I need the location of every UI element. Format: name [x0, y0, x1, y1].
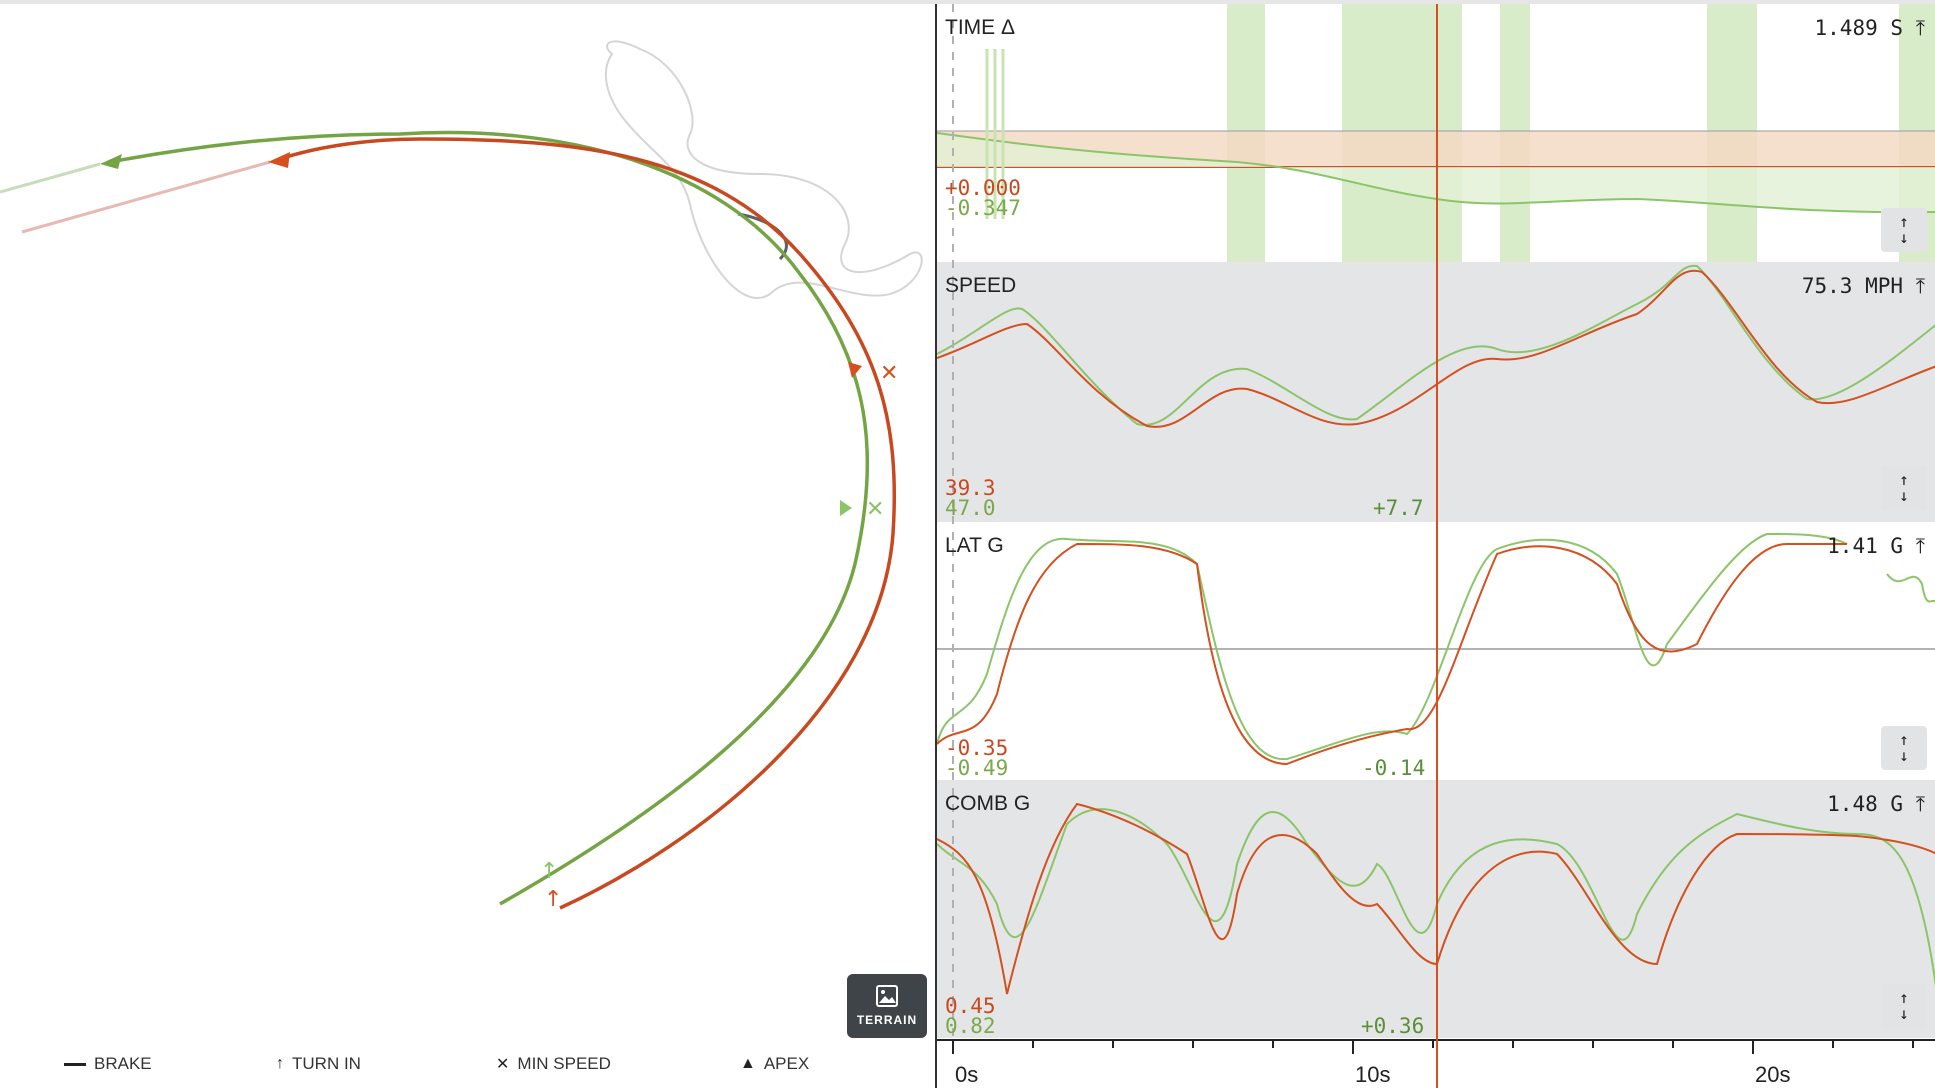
lap-b-arrow-icon: [100, 154, 122, 169]
telemetry-charts[interactable]: [937, 4, 1935, 1088]
arrow-down-icon: ↓: [1899, 746, 1909, 765]
pin-icon[interactable]: ⤒: [1915, 792, 1925, 816]
speed-min-green: 47.0: [945, 496, 996, 520]
speed-panel-label: SPEED: [945, 274, 1017, 297]
combg-line-green: [937, 808, 1935, 988]
latg-line-green-tail: [1886, 573, 1935, 603]
turn-in-icon: ↑: [276, 1055, 284, 1072]
brake-icon: [64, 1062, 86, 1066]
combg-unit: G: [1890, 792, 1904, 816]
x-tick-label: 20s: [1755, 1062, 1791, 1087]
time-zoom-button[interactable]: ↑ ↓: [1881, 208, 1927, 252]
x-tick-label: 0s: [955, 1062, 979, 1087]
legend-turn-in: ↑ TURN IN: [276, 1054, 361, 1074]
combg-delta: +0.36: [1361, 1014, 1425, 1038]
time-panel-value: 1.489 S ⤒: [1815, 16, 1925, 41]
speed-panel-value: 75.3 MPH ⤒: [1802, 274, 1925, 299]
time-panel-label: TIME Δ: [945, 16, 1016, 39]
speed-unit: MPH: [1865, 274, 1904, 298]
latg-value: 1.41: [1827, 534, 1878, 558]
legend-turn-in-label: TURN IN: [292, 1054, 361, 1073]
arrow-down-icon: ↓: [1899, 228, 1909, 247]
lap-a-min-speed-icon: ✕: [880, 361, 898, 386]
time-min-green: -0.347: [945, 196, 1021, 220]
apex-icon: ▲: [740, 1055, 756, 1072]
arrow-up-icon: ↑: [1899, 730, 1909, 749]
combg-zoom-button[interactable]: ↑ ↓: [1881, 984, 1927, 1028]
track-outline-minimap: [604, 40, 923, 299]
arrow-up-icon: ↑: [1899, 988, 1909, 1007]
pin-icon[interactable]: ⤒: [1915, 274, 1925, 298]
combg-value: 1.48: [1827, 792, 1878, 816]
lap-b-min-speed-icon: ✕: [866, 497, 884, 522]
lap-b-line: [109, 130, 870, 906]
telemetry-pane[interactable]: TIME Δ 1.489 S ⤒ +0.000 -0.347 ↑ ↓ SPEED …: [935, 4, 1935, 1088]
latg-line-red: [937, 542, 1847, 766]
min-speed-icon: ✕: [496, 1056, 510, 1073]
combg-min-red: 0.45: [945, 994, 996, 1018]
terrain-button[interactable]: TERRAIN: [847, 974, 927, 1038]
speed-line-green: [937, 264, 1935, 426]
pin-icon[interactable]: ⤒: [1915, 16, 1925, 40]
lap-a-turn-in-icon: ↑: [544, 887, 562, 912]
lap-a-exit-faded: [21, 160, 271, 234]
x-tick-label: 10s: [1355, 1062, 1391, 1087]
speed-value: 75.3: [1801, 274, 1853, 298]
latg-unit: G: [1890, 534, 1904, 558]
track-map[interactable]: ✕ ↑ ✕ ↑: [0, 4, 935, 1088]
image-icon: [876, 985, 898, 1007]
latg-line-green: [937, 532, 1848, 761]
speed-delta: +7.7: [1373, 496, 1424, 520]
lap-b-turn-in-icon: ↑: [540, 859, 558, 884]
latg-panel-value: 1.41 G ⤒: [1827, 534, 1925, 559]
legend-min-speed-label: MIN SPEED: [517, 1054, 611, 1073]
latg-min-green: -0.49: [945, 756, 1009, 780]
lap-a-line: [279, 137, 897, 910]
legend-brake: BRAKE: [64, 1054, 152, 1074]
latg-min-red: -0.35: [945, 736, 1009, 760]
latg-panel-label: LAT G: [945, 534, 1004, 557]
latg-delta: -0.14: [1362, 756, 1426, 780]
pin-icon[interactable]: ⤒: [1915, 534, 1925, 558]
arrow-up-icon: ↑: [1899, 470, 1909, 489]
combg-line-red: [937, 802, 1935, 995]
combg-panel-label: COMB G: [945, 792, 1031, 815]
time-unit: S: [1890, 16, 1904, 40]
time-min-red: +0.000: [945, 176, 1021, 200]
track-map-pane[interactable]: ✕ ↑ ✕ ↑ TERRAIN BRAKE ↑ TURN IN ✕ MIN SP…: [0, 4, 935, 1088]
lap-a-apex-icon: [848, 362, 862, 378]
legend-min-speed: ✕ MIN SPEED: [496, 1054, 611, 1074]
combg-min-green: 0.82: [945, 1014, 996, 1038]
terrain-label: TERRAIN: [856, 1013, 918, 1027]
legend-apex: ▲ APEX: [740, 1054, 809, 1074]
time-value: 1.489: [1814, 16, 1878, 40]
latg-zoom-button[interactable]: ↑ ↓: [1881, 726, 1927, 770]
speed-zoom-button[interactable]: ↑ ↓: [1881, 466, 1927, 510]
lap-b-apex-icon: [840, 500, 852, 516]
arrow-up-icon: ↑: [1899, 212, 1909, 231]
legend-apex-label: APEX: [763, 1054, 810, 1073]
speed-line-red: [937, 269, 1935, 428]
lap-a-arrow-icon: [268, 152, 290, 168]
arrow-down-icon: ↓: [1899, 486, 1909, 505]
combg-panel-value: 1.48 G ⤒: [1827, 792, 1925, 817]
top-border: [0, 0, 1935, 4]
speed-min-red: 39.3: [945, 476, 996, 500]
arrow-down-icon: ↓: [1899, 1004, 1909, 1023]
lap-b-exit-faded: [0, 162, 101, 194]
x-axis-ticks: [952, 1040, 1914, 1054]
legend-brake-label: BRAKE: [94, 1054, 152, 1073]
